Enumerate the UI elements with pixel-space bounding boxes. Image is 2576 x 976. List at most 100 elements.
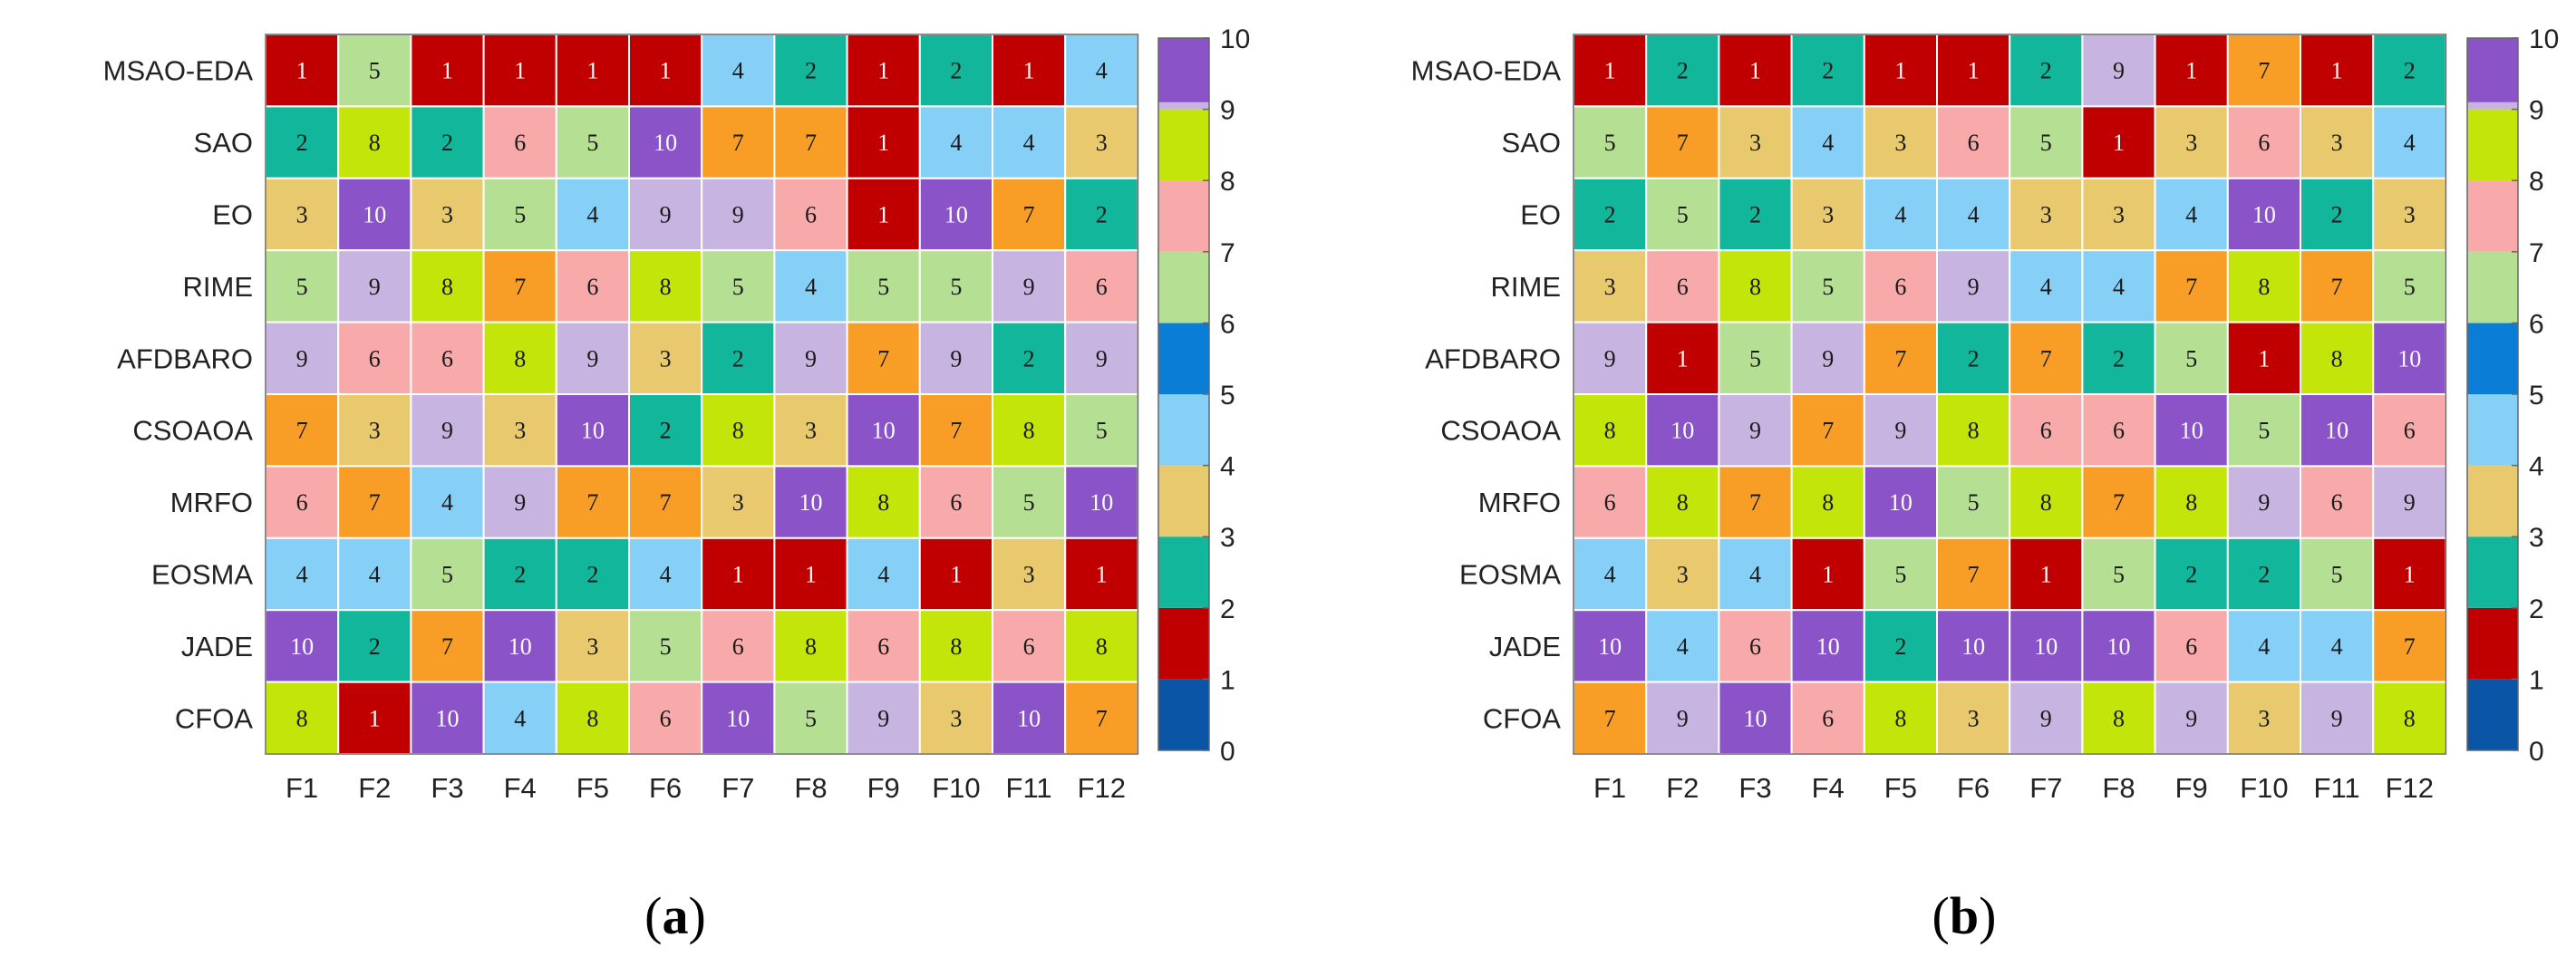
y-tick-label: SAO xyxy=(194,127,253,159)
heatmap-cell-b-csoaoa-f9 xyxy=(2154,393,2229,468)
heatmap-cell-b-cfoa-f11 xyxy=(2300,681,2375,755)
cell-value-label: 1 xyxy=(1604,58,1616,84)
cell-value-label: 6 xyxy=(2331,489,2343,516)
x-tick-label: F3 xyxy=(1738,772,1771,804)
heatmap-cell-b-eosma-f2 xyxy=(1645,536,1720,612)
cell-value-label: 10 xyxy=(2180,418,2203,444)
cell-value-label: 4 xyxy=(805,274,817,300)
colorbar-tick-label: 2 xyxy=(2529,594,2544,624)
heatmap-cell-a-sao-f8 xyxy=(773,105,848,179)
cell-value-label: 9 xyxy=(1604,345,1616,372)
cell-value-label: 8 xyxy=(660,274,672,300)
y-tick-label: JADE xyxy=(1489,631,1561,662)
heatmap-cell-b-cfoa-f5 xyxy=(1863,681,1939,755)
cell-value-label: 1 xyxy=(1894,58,1906,84)
cell-value-label: 9 xyxy=(2185,705,2197,731)
x-tick-label: F3 xyxy=(431,772,463,804)
cell-value-label: 7 xyxy=(369,489,381,516)
cell-value-label: 10 xyxy=(1598,633,1622,660)
heatmap-cell-a-jade-f3 xyxy=(410,609,485,683)
cell-value-label: 8 xyxy=(805,633,817,660)
cell-value-label: 10 xyxy=(436,705,460,731)
cell-value-label: 3 xyxy=(2185,130,2197,156)
cell-value-label: 4 xyxy=(2113,274,2125,300)
cell-value-label: 5 xyxy=(1749,345,1761,372)
cell-value-label: 2 xyxy=(1677,58,1689,84)
colorbar-tick-label: 0 xyxy=(1220,737,1235,767)
cell-value-label: 2 xyxy=(1894,633,1906,660)
cell-value-label: 1 xyxy=(2113,130,2125,156)
cell-value-label: 9 xyxy=(1968,274,1980,300)
heatmap-cell-b-eo-f3 xyxy=(1718,177,1793,252)
cell-value-label: 2 xyxy=(950,58,962,84)
cell-value-label: 3 xyxy=(2258,705,2270,731)
x-tick-label: F10 xyxy=(2240,772,2288,804)
heatmap-cell-a-cfoa-f10 xyxy=(918,681,993,755)
cell-value-label: 4 xyxy=(1677,633,1689,660)
heatmap-cell-b-jade-f5 xyxy=(1863,609,1939,683)
x-tick-label: F4 xyxy=(504,772,537,804)
cell-value-label: 2 xyxy=(660,418,672,444)
heatmap-cell-b-eo-f7 xyxy=(2009,177,2084,252)
heatmap-cell-a-afdbaro-f6 xyxy=(628,321,703,396)
heatmap-cell-a-eo-f7 xyxy=(701,177,776,252)
heatmap-cell-b-eo-f4 xyxy=(1790,177,1865,252)
y-tick-label: CSOAOA xyxy=(132,415,253,447)
cell-value-label: 10 xyxy=(581,418,605,444)
heatmap-cell-b-cfoa-f4 xyxy=(1790,681,1865,755)
cell-value-label: 1 xyxy=(296,58,308,84)
cell-value-label: 9 xyxy=(2040,705,2052,731)
heatmap-cell-a-afdbaro-f3 xyxy=(410,321,485,396)
heatmap-cell-a-afdbaro-f5 xyxy=(555,321,630,396)
heatmap-cell-a-eo-f4 xyxy=(482,177,557,252)
cell-value-label: 6 xyxy=(732,633,744,660)
heatmap-cell-a-afdbaro-f1 xyxy=(265,321,340,396)
heatmap-cell-a-jade-f7 xyxy=(701,609,776,683)
heatmap-cell-b-rime-f1 xyxy=(1573,249,1648,324)
heatmap-cell-a-rime-f10 xyxy=(918,249,993,324)
cell-value-label: 9 xyxy=(586,345,598,372)
colorbar-tick-label: 2 xyxy=(1220,594,1235,624)
heatmap-cell-a-mrfo-f2 xyxy=(337,465,412,539)
heatmap-cell-a-cfoa-f11 xyxy=(992,681,1067,755)
cell-value-label: 6 xyxy=(660,705,672,731)
heatmap-cell-a-eo-f5 xyxy=(555,177,630,252)
cell-value-label: 7 xyxy=(586,489,598,516)
cell-value-label: 5 xyxy=(1604,130,1616,156)
y-tick-label: RIME xyxy=(1491,271,1562,303)
cell-value-label: 6 xyxy=(1822,705,1834,731)
heatmap-cell-a-eosma-f4 xyxy=(482,536,557,612)
cell-value-label: 9 xyxy=(1677,705,1689,731)
x-tick-label: F5 xyxy=(576,772,609,804)
cell-value-label: 1 xyxy=(2040,562,2052,588)
heatmap-panel-a: 1 5 1 1 1 1 4 2 1 2 1 42 8 2 6 5 10 7 7 1 4 4 33 10 3 5 4 9 9 6 1 10 7 25… xyxy=(103,24,1251,945)
cell-value-label: 6 xyxy=(1023,633,1035,660)
cell-value-label: 2 xyxy=(296,130,308,156)
heatmap-cell-b-mrfo-f1 xyxy=(1573,465,1648,539)
heatmap-cell-b-eosma-f8 xyxy=(2081,536,2156,612)
cell-value-label: 5 xyxy=(2113,562,2125,588)
cell-value-label: 10 xyxy=(1671,418,1694,444)
heatmap-cell-b-eo-f12 xyxy=(2372,177,2447,252)
cell-value-label: 4 xyxy=(877,562,889,588)
colorbar-band xyxy=(1158,251,1209,324)
panel-label-open-paren: ( xyxy=(1932,886,1950,945)
heatmap-cell-b-mrfo-f11 xyxy=(2300,465,2375,539)
cell-value-label: 9 xyxy=(2258,489,2270,516)
x-tick-label: F9 xyxy=(867,772,900,804)
y-tick-label: EO xyxy=(1520,199,1561,231)
cell-value-label: 4 xyxy=(1968,202,1980,228)
heatmap-cell-a-cfoa-f4 xyxy=(482,681,557,755)
colorbar-band xyxy=(2467,679,2518,750)
y-tick-label: EO xyxy=(212,199,253,231)
heatmap-cell-a-eosma-f12 xyxy=(1064,536,1139,612)
cell-value-label: 3 xyxy=(514,418,526,444)
cell-value-label: 7 xyxy=(1822,418,1834,444)
colorbar-band xyxy=(1158,536,1209,608)
heatmap-cell-a-msao-eda-f2 xyxy=(337,34,412,108)
cell-value-label: 6 xyxy=(2404,418,2416,444)
cell-value-label: 7 xyxy=(514,274,526,300)
cell-value-label: 9 xyxy=(369,274,381,300)
cell-value-label: 9 xyxy=(1822,345,1834,372)
heatmap-cell-a-jade-f8 xyxy=(773,609,848,683)
